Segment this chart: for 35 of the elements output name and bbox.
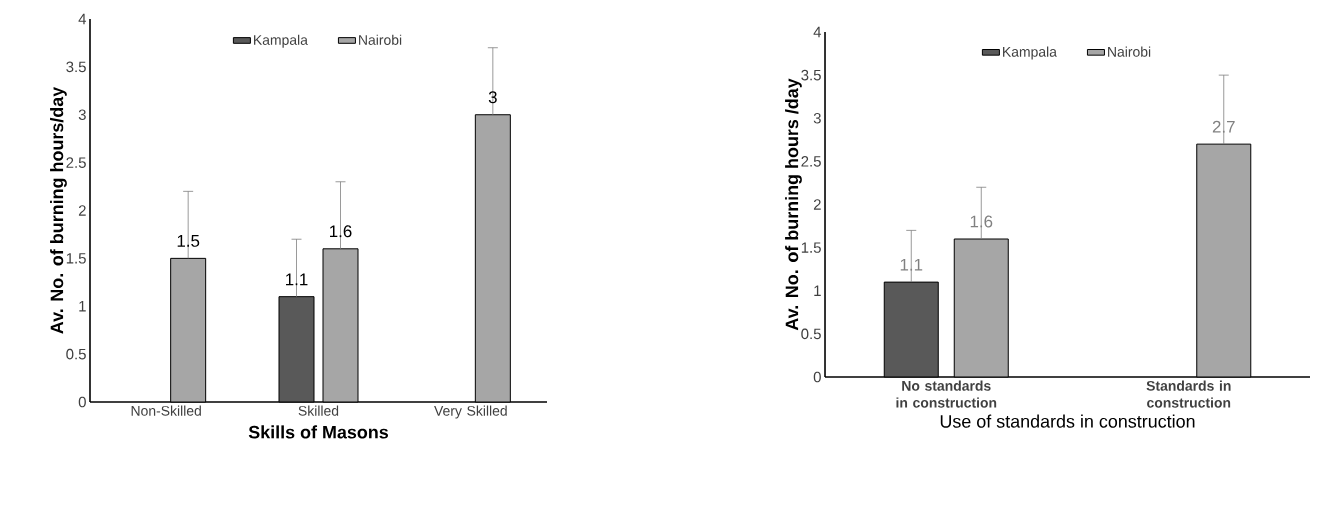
y-tick-label: 4 (813, 26, 822, 38)
y-tick-label: 1.5 (801, 242, 821, 253)
legend-label: Kampala (254, 34, 308, 48)
x-tick-label: Skilled (298, 405, 339, 416)
x-tick-label: Standards in construction (1146, 380, 1231, 408)
y-axis-title: Av. No. of burning hours/day (50, 86, 67, 334)
x-axis-title: Use of standards in construction (940, 414, 1195, 428)
y-tick-label: 3 (813, 112, 821, 124)
y-tick-label: 2.5 (801, 156, 821, 167)
data-label: 1.1 (286, 273, 308, 286)
y-tick-label: 0.5 (801, 328, 821, 340)
y-tick-label: 4 (78, 13, 87, 25)
y-tick-label: 0 (78, 396, 86, 408)
y-tick-label: 1 (79, 301, 86, 312)
legend-label: Nairobi (359, 34, 402, 45)
legend-label: Kampala (1003, 46, 1057, 60)
y-tick-label: 2.5 (66, 157, 86, 168)
y-tick-label: 0.5 (66, 348, 86, 360)
y-tick-label: 1.5 (66, 253, 86, 264)
data-label: 3 (488, 91, 497, 104)
x-axis-title: Skills of Masons (248, 425, 389, 439)
y-tick-label: 2 (78, 205, 86, 216)
y-tick-label: 3.5 (66, 61, 86, 73)
legend-label: Nairobi (1108, 46, 1151, 57)
x-tick-label: Non-Skilled (131, 405, 201, 416)
x-tick-label: Very Skilled (434, 405, 507, 419)
y-tick-label: 1 (814, 285, 821, 296)
y-tick-label: 0 (813, 371, 821, 383)
data-label: 1.6 (330, 225, 352, 238)
y-tick-label: 2 (813, 199, 821, 210)
x-tick-label: No standards in construction (896, 380, 997, 408)
y-axis-title: Av. No. of burning hours /day (785, 78, 802, 331)
y-tick-label: 3 (78, 109, 86, 121)
y-tick-label: 3.5 (801, 69, 821, 81)
data-label: 1.5 (177, 235, 200, 247)
